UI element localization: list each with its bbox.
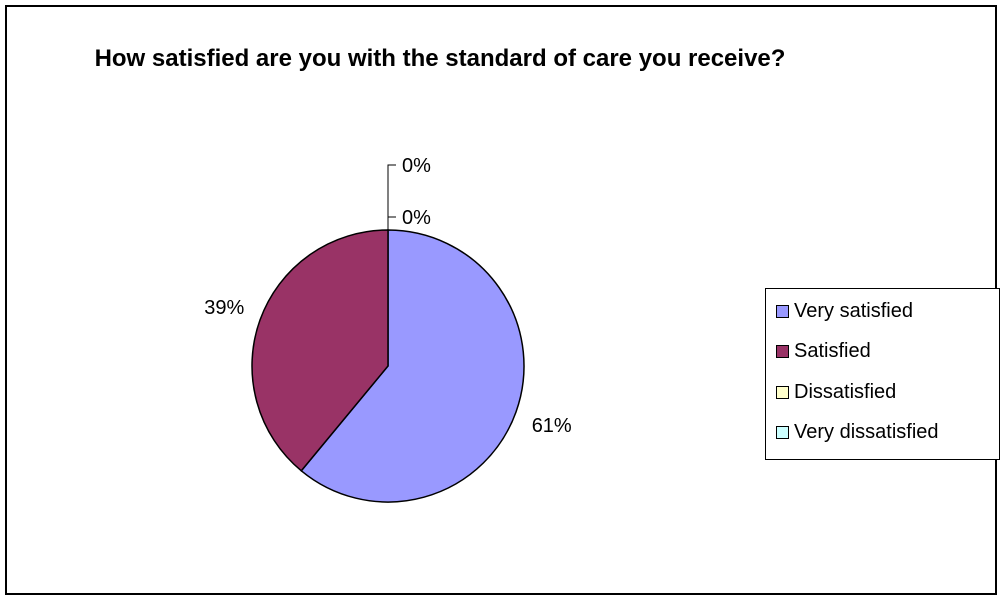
legend: Very satisfied Satisfied Dissatisfied Ve… — [765, 288, 1000, 460]
pie-leader-line — [387, 164, 396, 230]
legend-swatch-dissatisfied — [776, 385, 789, 399]
legend-label-very-satisfied: Very satisfied — [794, 299, 913, 322]
pie-slice-satisfied — [251, 229, 389, 472]
pie-label-satisfied: 39% — [204, 297, 244, 319]
legend-item-very-dissatisfied: Very dissatisfied — [776, 420, 939, 444]
legend-label-dissatisfied: Dissatisfied — [794, 380, 897, 403]
legend-label-very-dissatisfied: Very dissatisfied — [794, 420, 939, 443]
legend-swatch-satisfied — [776, 344, 789, 358]
legend-item-dissatisfied: Dissatisfied — [776, 380, 896, 404]
pie-leader-line — [387, 216, 396, 230]
legend-item-very-satisfied: Very satisfied — [776, 299, 913, 323]
pie-label-very-dissatisfied: 0% — [402, 155, 431, 177]
legend-swatch-very-satisfied — [776, 304, 789, 318]
chart-title: How satisfied are you with the standard … — [94, 45, 786, 72]
legend-item-satisfied: Satisfied — [776, 339, 871, 363]
pie-label-dissatisfied: 0% — [402, 207, 431, 229]
legend-label-satisfied: Satisfied — [794, 339, 871, 362]
pie-slice-very-satisfied — [300, 229, 525, 503]
legend-swatch-very-dissatisfied — [776, 425, 789, 439]
pie-label-very-satisfied: 61% — [532, 415, 572, 437]
